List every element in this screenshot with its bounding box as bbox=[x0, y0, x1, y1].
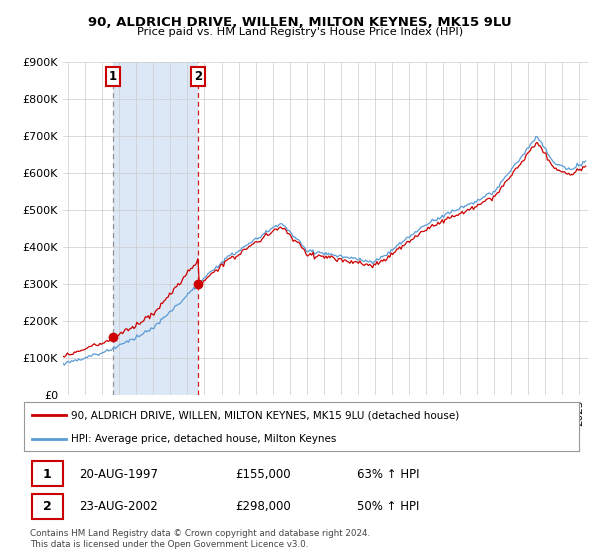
Text: £155,000: £155,000 bbox=[235, 468, 290, 480]
Text: 63% ↑ HPI: 63% ↑ HPI bbox=[357, 468, 419, 480]
FancyBboxPatch shape bbox=[32, 494, 63, 519]
Text: 2: 2 bbox=[43, 500, 52, 513]
Text: 23-AUG-2002: 23-AUG-2002 bbox=[79, 500, 158, 513]
Text: Contains HM Land Registry data © Crown copyright and database right 2024.
This d: Contains HM Land Registry data © Crown c… bbox=[30, 529, 370, 549]
Text: 1: 1 bbox=[43, 468, 52, 480]
Text: 90, ALDRICH DRIVE, WILLEN, MILTON KEYNES, MK15 9LU (detached house): 90, ALDRICH DRIVE, WILLEN, MILTON KEYNES… bbox=[71, 410, 460, 421]
Text: HPI: Average price, detached house, Milton Keynes: HPI: Average price, detached house, Milt… bbox=[71, 434, 337, 444]
Text: £298,000: £298,000 bbox=[235, 500, 290, 513]
Text: 20-AUG-1997: 20-AUG-1997 bbox=[79, 468, 158, 480]
Text: 2: 2 bbox=[194, 70, 202, 83]
Text: 1: 1 bbox=[109, 70, 117, 83]
Bar bbox=[113, 62, 198, 395]
FancyBboxPatch shape bbox=[32, 461, 63, 486]
Text: 50% ↑ HPI: 50% ↑ HPI bbox=[357, 500, 419, 513]
Text: 90, ALDRICH DRIVE, WILLEN, MILTON KEYNES, MK15 9LU: 90, ALDRICH DRIVE, WILLEN, MILTON KEYNES… bbox=[88, 16, 512, 29]
Text: Price paid vs. HM Land Registry's House Price Index (HPI): Price paid vs. HM Land Registry's House … bbox=[137, 27, 463, 37]
